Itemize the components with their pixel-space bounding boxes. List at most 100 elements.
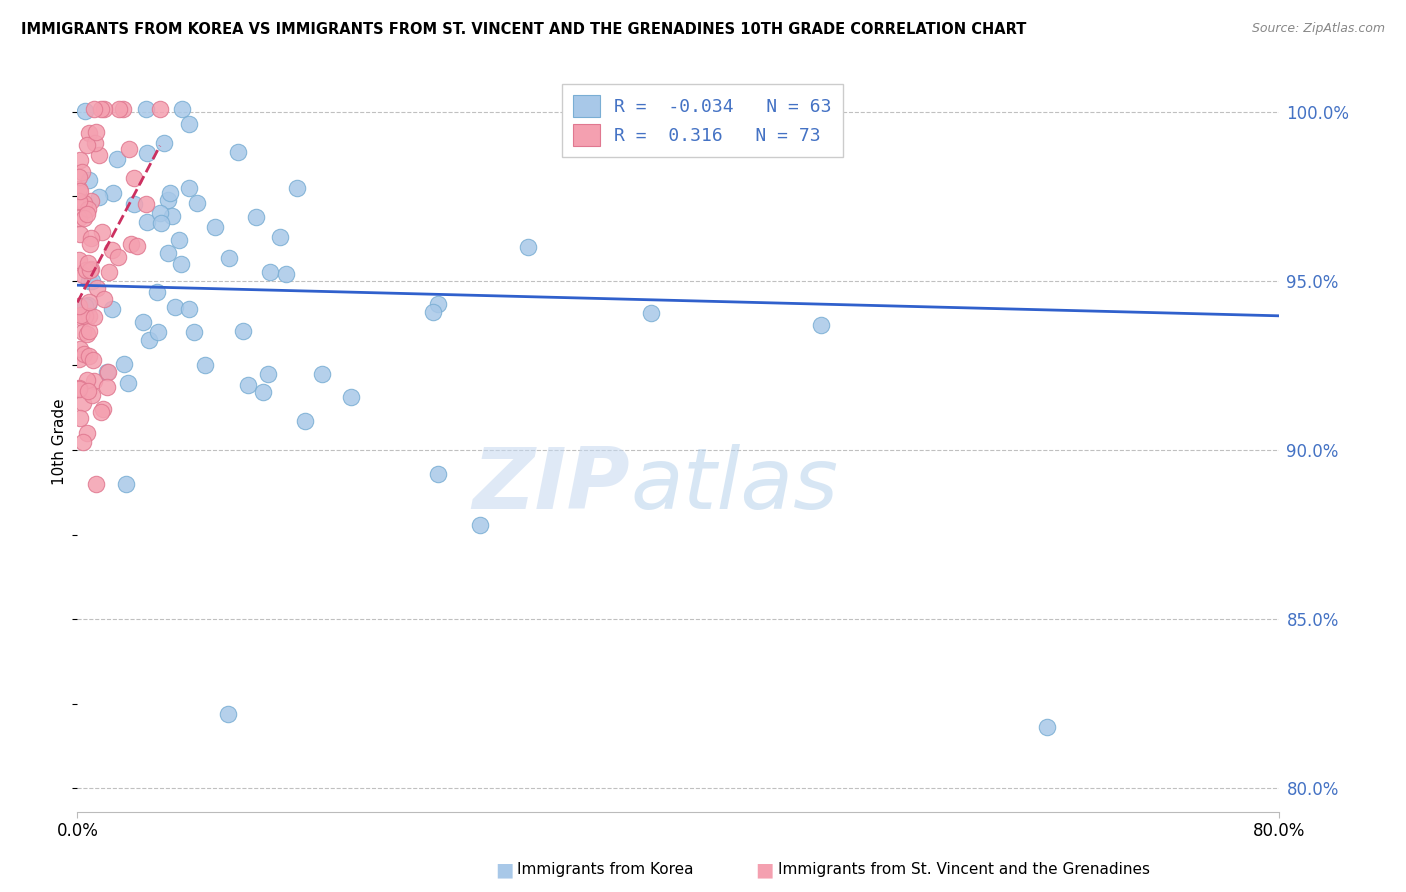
Point <box>86 280 108 294</box>
Point <box>72 396 94 410</box>
Point <box>177 301 200 316</box>
Point <box>77 324 100 338</box>
Point <box>285 181 308 195</box>
Point <box>149 206 172 220</box>
Y-axis label: 10th Grade: 10th Grade <box>52 398 67 485</box>
Point <box>67 252 90 267</box>
Point <box>468 517 491 532</box>
Point <box>70 308 93 322</box>
Point <box>84 476 107 491</box>
Point <box>77 202 100 217</box>
Point <box>83 310 105 325</box>
Point <box>76 326 98 341</box>
Point <box>108 102 131 116</box>
Point <box>67 194 90 208</box>
Legend: R =  -0.034   N = 63, R =  0.316   N = 73: R = -0.034 N = 63, R = 0.316 N = 73 <box>562 84 842 157</box>
Point <box>177 181 200 195</box>
Point <box>73 346 96 360</box>
Point <box>80 275 103 289</box>
Point <box>67 299 90 313</box>
Point <box>257 367 280 381</box>
Point <box>183 325 205 339</box>
Point <box>73 195 96 210</box>
Point <box>87 190 110 204</box>
Point <box>294 414 316 428</box>
Point <box>194 358 217 372</box>
Point <box>121 236 143 251</box>
Point <box>122 197 145 211</box>
Point <box>77 384 100 398</box>
Point <box>149 102 172 116</box>
Point <box>96 380 118 394</box>
Point <box>73 211 96 226</box>
Point <box>79 236 101 251</box>
Point <box>115 477 138 491</box>
Point <box>118 142 141 156</box>
Point <box>90 405 112 419</box>
Text: IMMIGRANTS FROM KOREA VS IMMIGRANTS FROM ST. VINCENT AND THE GRENADINES 10TH GRA: IMMIGRANTS FROM KOREA VS IMMIGRANTS FROM… <box>21 22 1026 37</box>
Point <box>77 294 100 309</box>
Point <box>170 257 193 271</box>
Point <box>810 318 832 332</box>
Point <box>84 136 107 150</box>
Point <box>226 145 249 160</box>
Point <box>100 301 122 316</box>
Point <box>72 325 94 339</box>
Point <box>69 342 91 356</box>
Point <box>79 126 101 140</box>
Point <box>82 353 104 368</box>
Point <box>89 148 111 162</box>
Point <box>69 411 91 425</box>
Point <box>640 306 662 320</box>
Point <box>105 152 128 166</box>
Point <box>132 315 155 329</box>
Point <box>93 292 115 306</box>
Point <box>426 296 449 310</box>
Point <box>67 170 90 185</box>
Point <box>76 207 98 221</box>
Point <box>90 225 112 239</box>
Point <box>79 263 101 277</box>
Point <box>76 138 98 153</box>
Point <box>259 265 281 279</box>
Point <box>67 382 90 396</box>
Point <box>73 300 96 314</box>
Point <box>97 265 120 279</box>
Point <box>67 381 90 395</box>
Point <box>77 173 100 187</box>
Point <box>135 197 157 211</box>
Point <box>269 229 291 244</box>
Point <box>177 117 200 131</box>
Text: ZIP: ZIP <box>472 444 630 527</box>
Point <box>135 102 157 116</box>
Point <box>339 390 361 404</box>
Text: atlas: atlas <box>630 444 838 527</box>
Point <box>69 184 91 198</box>
Point <box>77 274 100 288</box>
Point <box>160 209 183 223</box>
Point <box>238 377 260 392</box>
Point <box>167 233 190 247</box>
Point <box>77 349 100 363</box>
Point <box>427 467 450 481</box>
Text: ■: ■ <box>755 860 773 880</box>
Point <box>218 251 240 265</box>
Point <box>93 102 115 116</box>
Point <box>170 102 193 116</box>
Point <box>80 387 103 401</box>
Point <box>96 365 118 379</box>
Point <box>80 231 103 245</box>
Point <box>245 210 267 224</box>
Point <box>422 305 444 319</box>
Point <box>159 186 181 201</box>
Point <box>146 285 169 299</box>
Point <box>217 706 239 721</box>
Point <box>70 164 93 178</box>
Point <box>67 211 90 226</box>
Point <box>153 136 176 150</box>
Point <box>125 238 148 252</box>
Point <box>69 227 91 241</box>
Point <box>72 268 94 283</box>
Point <box>73 104 96 119</box>
Point <box>122 170 145 185</box>
